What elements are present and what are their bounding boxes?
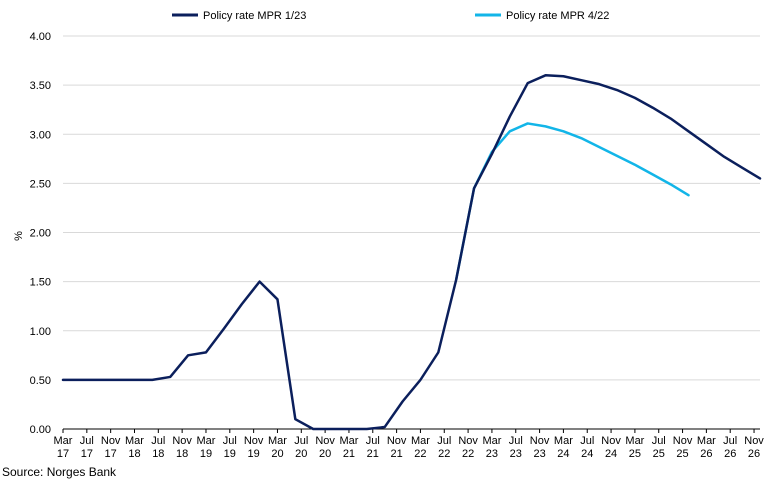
x-tick-year: 22	[462, 448, 474, 460]
y-tick-label: 1.00	[30, 326, 51, 338]
y-tick-label: 2.50	[30, 178, 51, 190]
x-tick-month: Nov	[601, 435, 621, 447]
x-tick-year: 19	[224, 448, 236, 460]
legend-label: Policy rate MPR 4/22	[506, 10, 609, 22]
x-tick-month: Nov	[315, 435, 335, 447]
x-tick-month: Mar	[196, 435, 215, 447]
x-tick-year: 20	[295, 448, 307, 460]
x-tick-month: Jul	[580, 435, 594, 447]
source-note: Source: Norges Bank	[2, 465, 117, 479]
x-tick-month: Nov	[744, 435, 764, 447]
x-tick-month: Mar	[268, 435, 287, 447]
x-tick-month: Mar	[554, 435, 573, 447]
x-tick-year: 26	[748, 448, 760, 460]
x-tick-month: Jul	[80, 435, 94, 447]
x-tick-year: 22	[438, 448, 450, 460]
x-tick-year: 23	[486, 448, 498, 460]
x-tick-year: 20	[319, 448, 331, 460]
x-tick-year: 18	[128, 448, 140, 460]
x-tick-month: Jul	[723, 435, 737, 447]
y-tick-label: 0.50	[30, 375, 51, 387]
x-tick-month: Mar	[125, 435, 144, 447]
x-tick-month: Nov	[458, 435, 478, 447]
x-tick-year: 25	[676, 448, 688, 460]
x-tick-year: 25	[653, 448, 665, 460]
x-tick-month: Nov	[172, 435, 192, 447]
x-tick-year: 21	[343, 448, 355, 460]
x-tick-year: 18	[176, 448, 188, 460]
y-tick-label: 3.00	[30, 129, 51, 141]
x-tick-month: Mar	[625, 435, 644, 447]
x-tick-year: 19	[200, 448, 212, 460]
x-tick-month: Nov	[387, 435, 407, 447]
x-tick-month: Jul	[366, 435, 380, 447]
x-tick-year: 19	[248, 448, 260, 460]
x-tick-month: Jul	[652, 435, 666, 447]
x-axis: Mar17Jul17Nov17Mar18Jul18Nov18Mar19Jul19…	[54, 428, 764, 460]
y-tick-label: 3.50	[30, 80, 51, 92]
x-tick-year: 21	[390, 448, 402, 460]
x-tick-month: Jul	[437, 435, 451, 447]
x-tick-month: Jul	[151, 435, 165, 447]
x-tick-year: 26	[724, 448, 736, 460]
x-tick-month: Mar	[54, 435, 73, 447]
x-tick-year: 23	[533, 448, 545, 460]
y-axis: 0.00 0.50 1.00 1.50 2.00 2.50 3.00 3.50 4.00	[30, 31, 51, 436]
x-tick-month: Nov	[673, 435, 693, 447]
legend-label: Policy rate MPR 1/23	[203, 10, 306, 22]
x-tick-year: 21	[367, 448, 379, 460]
series-line-0	[61, 74, 762, 431]
x-tick-month: Jul	[294, 435, 308, 447]
y-tick-label: 0.00	[30, 424, 51, 436]
y-axis-label: %	[13, 231, 25, 241]
x-tick-year: 22	[414, 448, 426, 460]
x-tick-month: Nov	[101, 435, 121, 447]
x-tick-year: 18	[152, 448, 164, 460]
y-tick-label: 4.00	[30, 31, 51, 43]
x-tick-year: 24	[605, 448, 617, 460]
y-tick-label: 1.50	[30, 277, 51, 289]
x-tick-year: 26	[700, 448, 712, 460]
legend: Policy rate MPR 1/23 Policy rate MPR 4/22	[172, 10, 609, 22]
x-tick-month: Jul	[509, 435, 523, 447]
y-tick-label: 2.00	[30, 228, 51, 240]
x-tick-year: 25	[629, 448, 641, 460]
x-tick-month: Nov	[244, 435, 264, 447]
series-lines	[61, 74, 762, 431]
x-tick-year: 20	[271, 448, 283, 460]
series-line-1	[454, 122, 690, 281]
x-tick-month: Jul	[223, 435, 237, 447]
x-tick-year: 24	[581, 448, 593, 460]
y-gridlines	[63, 35, 760, 430]
x-tick-year: 17	[105, 448, 117, 460]
x-tick-year: 23	[510, 448, 522, 460]
x-tick-year: 17	[81, 448, 93, 460]
x-tick-month: Nov	[530, 435, 550, 447]
x-tick-year: 17	[57, 448, 69, 460]
x-tick-year: 24	[557, 448, 569, 460]
x-tick-month: Mar	[339, 435, 358, 447]
x-tick-month: Mar	[697, 435, 716, 447]
x-tick-month: Mar	[482, 435, 501, 447]
x-tick-month: Mar	[411, 435, 430, 447]
